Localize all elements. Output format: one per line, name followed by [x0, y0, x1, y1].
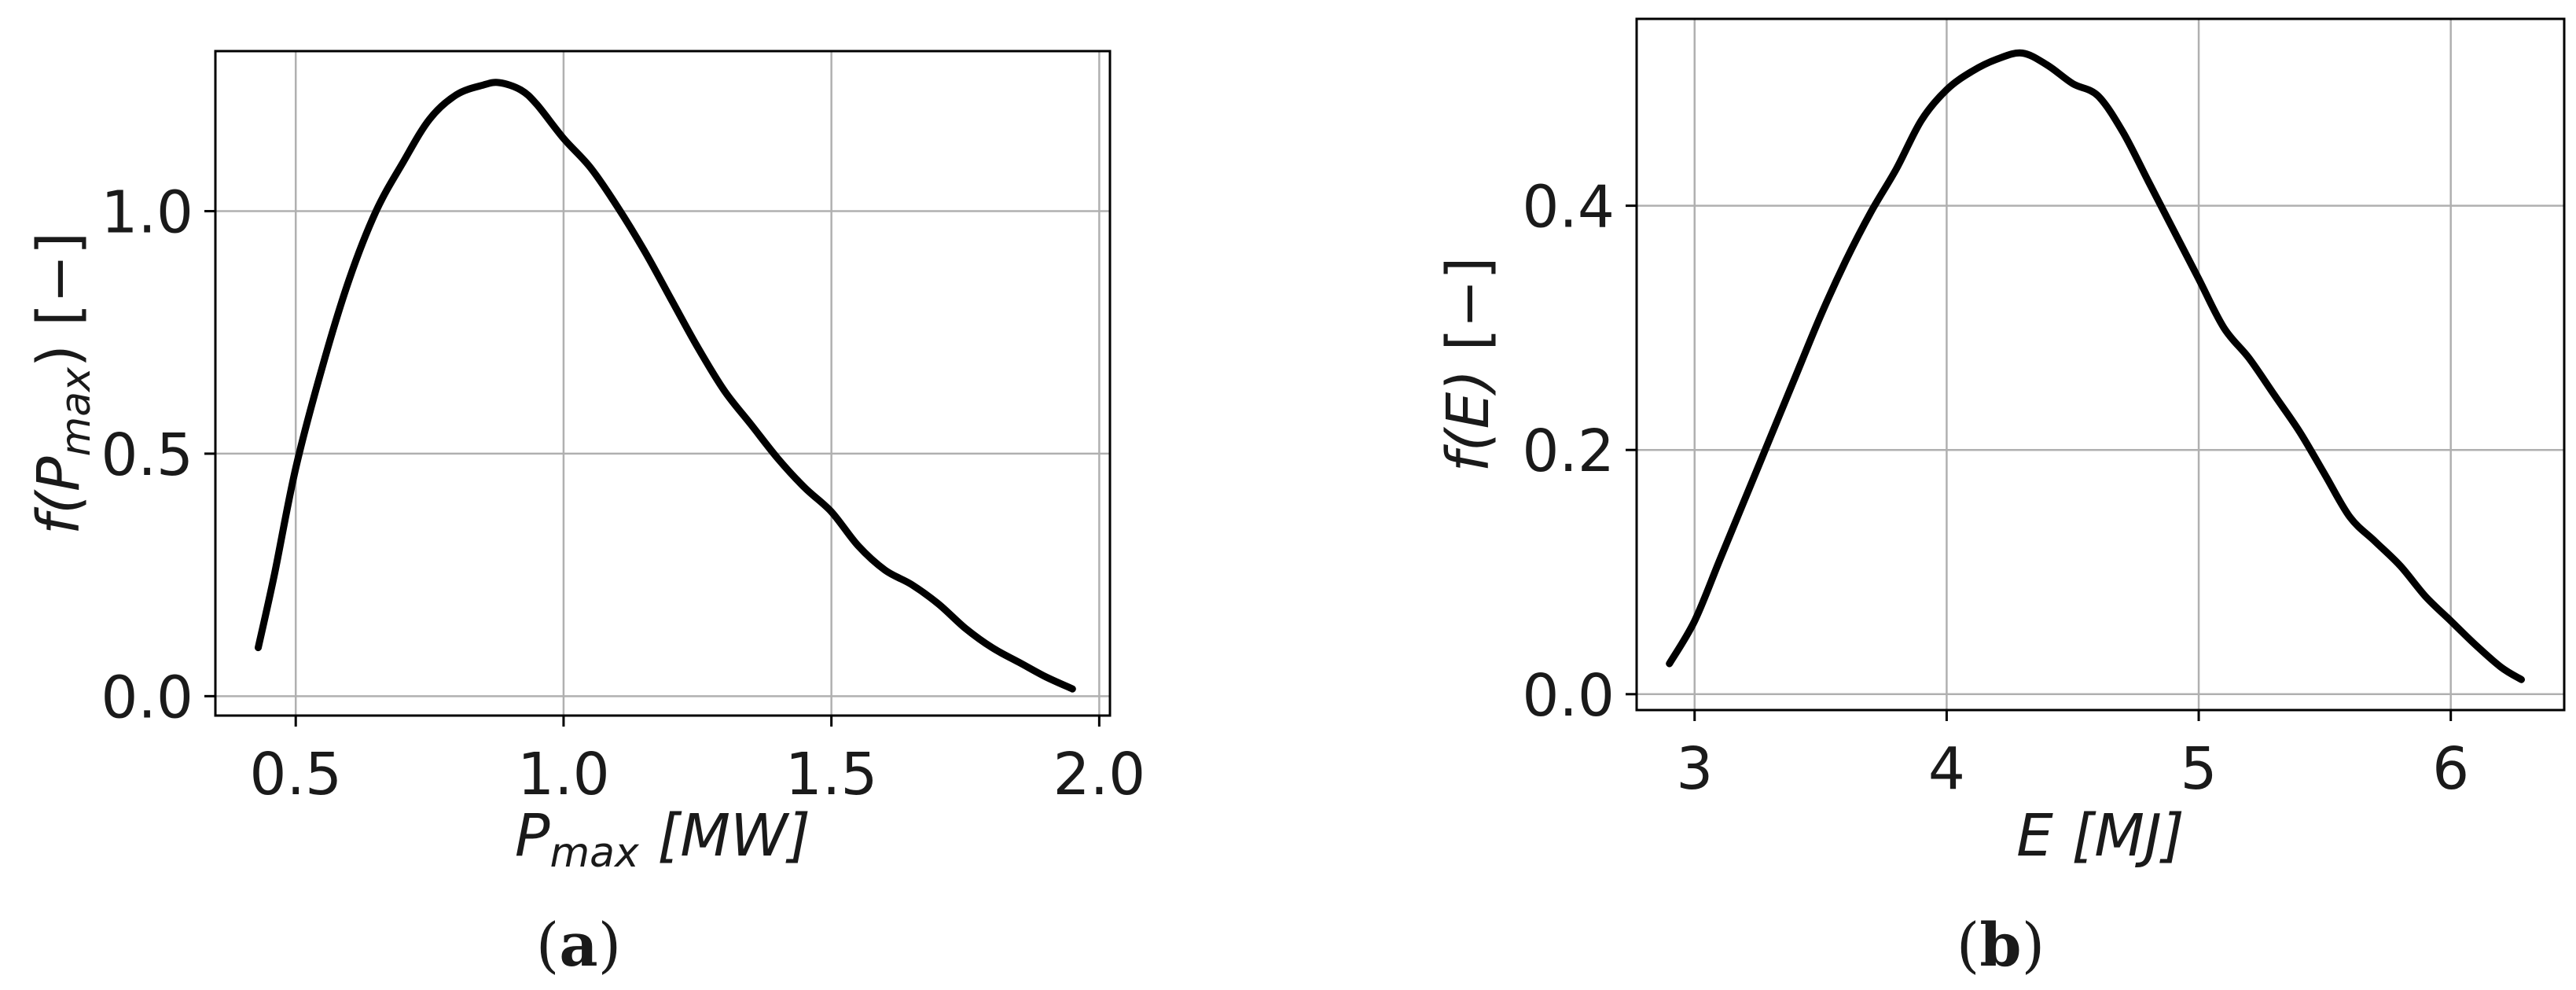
panel-b-ytick-label-1: 0.2	[1522, 418, 1615, 485]
panel-a-caption-letter: a	[559, 910, 597, 980]
panel-a-density-curve	[255, 79, 1076, 693]
panel-b-axes-frame	[1635, 17, 2566, 712]
panel-a-x-axis-label: Pmax [MW]	[515, 802, 810, 877]
panel-a-xtick-label-0: 0.5	[249, 741, 342, 808]
panel-a-xtick-label-2: 1.5	[785, 741, 878, 808]
panel-a-xlabel-sub: max	[550, 830, 641, 877]
panel-b-xlabel-main: E	[2016, 802, 2053, 870]
panel-b: 3 4 5 6 0.0 0.2 0.4 E [MJ] f(E) [−] (b)	[1435, 17, 2566, 980]
panel-b-ytick-label-0: 0.0	[1522, 662, 1615, 730]
panel-a-caption: (a)	[536, 910, 622, 980]
panel-a-ticks: 0.5 1.0 1.5 2.0 0.0 0.5 1.0	[101, 179, 1145, 808]
panel-b-xtick-label-2: 5	[2181, 735, 2218, 803]
panel-a-xlabel-main: P	[515, 802, 550, 870]
panel-b-grid	[1637, 19, 2564, 710]
panel-b-xlabel-unit: [MJ]	[2071, 802, 2184, 870]
panel-b-caption-letter: b	[1979, 910, 2021, 980]
panel-a-y-axis-label: f(Pmax) [−]	[25, 232, 100, 535]
panel-a-ylabel-main: f(P	[25, 456, 93, 535]
panel-a-ytick-label-2: 1.0	[101, 179, 193, 247]
panel-a-xlabel-spacer	[639, 802, 658, 870]
panel-b-xtick-label-1: 4	[1928, 735, 1965, 803]
panel-b-ylabel-tail: [−]	[1435, 257, 1502, 370]
panel-b-ylabel-main: f(E)	[1435, 370, 1502, 473]
panel-a-ylabel-sub: max	[53, 366, 100, 457]
panel-a-xlabel-unit: [MW]	[657, 802, 810, 870]
panel-a-xtick-label-1: 1.0	[517, 741, 610, 808]
panel-b-xlabel-spacer	[2053, 802, 2072, 870]
panel-a-grid	[215, 51, 1110, 716]
panel-b-caption: (b)	[1957, 910, 2045, 980]
panel-a-xtick-label-3: 2.0	[1053, 741, 1146, 808]
panel-b-density-curve	[1666, 49, 2525, 683]
panel-a-ylabel-tail: ) [−]	[25, 232, 93, 367]
panel-b-xtick-label-3: 6	[2432, 735, 2469, 803]
panel-a-ytick-label-1: 0.5	[101, 421, 193, 489]
panel-a-axes-frame	[214, 50, 1112, 717]
panel-b-xtick-label-0: 3	[1676, 735, 1713, 803]
panel-b-y-axis-label: f(E) [−]	[1435, 257, 1502, 473]
panel-a-ytick-label-0: 0.0	[101, 664, 193, 731]
panel-b-x-axis-label: E [MJ]	[2016, 802, 2185, 870]
panel-b-ytick-label-2: 0.4	[1522, 174, 1615, 241]
panel-a: 0.5 1.0 1.5 2.00.00.51.0 Pmax [MW] f(Pmax) …	[25, 50, 1145, 980]
panel-b-ticks: 3 4 5 6 0.0 0.2 0.4	[1522, 174, 2469, 803]
